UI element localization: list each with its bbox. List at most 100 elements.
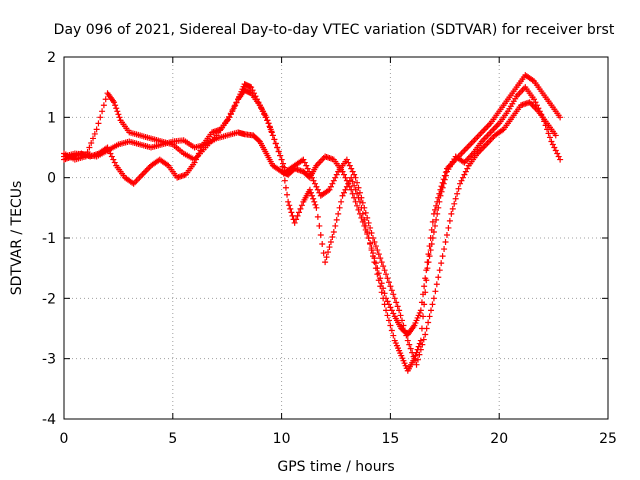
data-point [446,217,453,224]
data-point [371,259,378,266]
data-point [296,209,303,216]
data-point [531,96,538,103]
data-point [378,280,385,287]
data-point [361,204,368,211]
data-point [396,307,403,314]
data-point [323,254,330,261]
x-tick-label: 10 [273,431,291,447]
data-point [277,152,284,159]
x-tick-label: 5 [168,431,177,447]
data-point [86,144,93,151]
data-point [272,140,279,147]
data-point [421,283,428,290]
data-point [329,233,336,240]
data-point [388,327,395,334]
data-point [442,172,449,179]
data-point [384,298,391,305]
chart-title: Day 096 of 2021, Sidereal Day-to-day VTE… [54,22,615,38]
data-point [369,253,376,260]
data-point [406,341,413,348]
data-point [416,351,423,358]
data-point [281,177,288,184]
data-point [309,174,316,181]
data-point [307,171,314,178]
data-point [248,84,255,91]
data-point [371,239,378,246]
data-point [409,349,416,356]
data-point [452,195,459,202]
data-point [338,198,345,205]
data-point [233,99,240,106]
data-point [330,228,337,235]
data-point [115,111,122,118]
data-point [112,102,119,109]
data-point [195,150,202,157]
data-point [349,168,356,175]
data-point [381,267,388,274]
data-point [364,228,371,235]
data-point [226,114,233,121]
data-point [423,277,430,284]
data-point [374,247,381,254]
data-point [439,179,446,186]
data-point [355,184,362,191]
data-point [390,291,397,298]
data-point [314,186,321,193]
data-point [380,263,387,270]
data-point [316,222,323,229]
data-point [329,180,336,187]
data-point [388,287,395,294]
data-point [377,283,384,290]
data-point [346,162,353,169]
data-point [342,186,349,193]
data-point [104,144,111,151]
y-tick-label: 1 [47,110,56,126]
data-point [319,241,326,248]
y-tick-label: -3 [42,352,56,368]
data-point [286,202,293,209]
data-point [345,159,352,166]
data-point [107,150,114,157]
data-point [440,180,447,187]
data-point [354,190,361,197]
data-point [548,138,555,145]
data-point [339,192,346,199]
x-tick-label: 20 [490,431,508,447]
data-point [311,180,318,187]
data-point [443,231,450,238]
data-point [432,288,439,295]
data-point [284,191,291,198]
data-point [317,231,324,238]
data-point [390,332,397,339]
data-point [95,120,102,127]
data-point [303,162,310,169]
data-point [255,137,262,144]
data-point [365,219,372,226]
data-point [266,124,273,131]
data-point [455,185,462,192]
data-point [387,283,394,290]
data-point [551,144,558,151]
x-tick-label: 15 [381,431,399,447]
data-point [385,317,392,324]
data-point [374,271,381,278]
data-point [330,177,337,184]
data-point [375,251,382,258]
data-point [111,99,118,106]
data-point [356,198,363,205]
data-point [280,160,287,167]
data-point [432,206,439,213]
data-point [311,198,318,205]
data-point [298,202,305,209]
data-point [256,102,263,109]
data-point [368,229,375,236]
data-point [274,144,281,151]
data-point [437,192,444,199]
data-point [428,241,435,248]
data-point [462,168,469,175]
data-point [436,198,443,205]
data-point [336,204,343,211]
data-point [262,114,269,121]
data-point [413,361,420,368]
data-point [404,337,411,344]
